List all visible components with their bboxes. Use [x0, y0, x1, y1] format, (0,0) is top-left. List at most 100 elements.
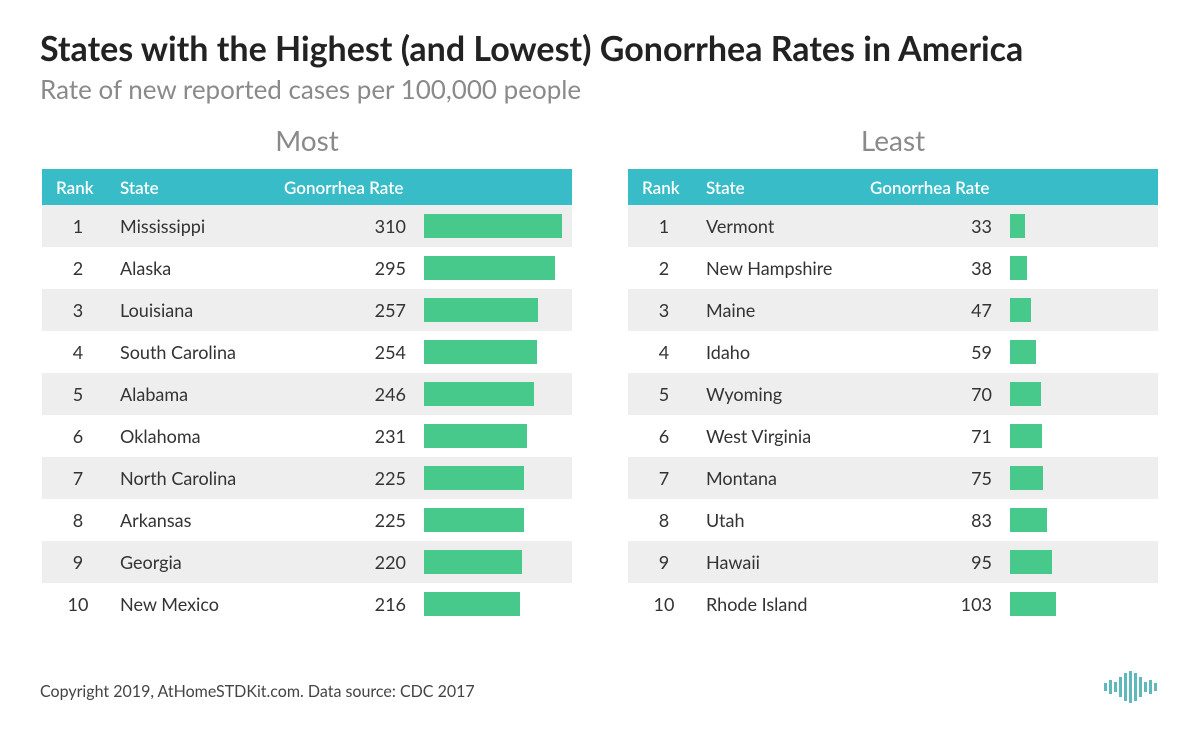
- col-rate: Gonorrhea Rate: [284, 177, 424, 198]
- table-body-most: 1Mississippi3102Alaska2953Louisiana2574S…: [42, 205, 572, 625]
- cell-bar: [424, 256, 572, 280]
- cell-rank: 2: [628, 257, 700, 279]
- cell-rank: 4: [628, 341, 700, 363]
- bar-fill: [1010, 508, 1047, 532]
- cell-state: Georgia: [114, 551, 284, 573]
- footer-copyright: Copyright 2019, AtHomeSTDKit.com. Data s…: [40, 682, 475, 701]
- table-row: 3Maine47: [628, 289, 1158, 331]
- col-state: State: [700, 177, 870, 198]
- panel-most: Most Rank State Gonorrhea Rate 1Mississi…: [42, 123, 572, 625]
- cell-state: Hawaii: [700, 551, 870, 573]
- table-row: 7Montana75: [628, 457, 1158, 499]
- cell-rate: 33: [870, 215, 1010, 237]
- cell-rate: 220: [284, 551, 424, 573]
- cell-bar: [424, 298, 572, 322]
- cell-rank: 6: [42, 425, 114, 447]
- cell-state: Maine: [700, 299, 870, 321]
- cell-rate: 231: [284, 425, 424, 447]
- cell-state: South Carolina: [114, 341, 284, 363]
- waveform-icon: [1104, 671, 1157, 703]
- col-rate: Gonorrhea Rate: [870, 177, 1010, 198]
- cell-rate: 225: [284, 467, 424, 489]
- cell-bar: [424, 466, 572, 490]
- cell-rate: 225: [284, 509, 424, 531]
- cell-state: Utah: [700, 509, 870, 531]
- brand-logo-icon: [1102, 671, 1160, 707]
- cell-rank: 9: [628, 551, 700, 573]
- table-header: Rank State Gonorrhea Rate: [42, 169, 572, 205]
- cell-rank: 6: [628, 425, 700, 447]
- bar-fill: [424, 256, 555, 280]
- table-row: 1Mississippi310: [42, 205, 572, 247]
- cell-bar: [424, 508, 572, 532]
- cell-rate: 75: [870, 467, 1010, 489]
- bar-fill: [424, 550, 522, 574]
- table-row: 3Louisiana257: [42, 289, 572, 331]
- page-subtitle: Rate of new reported cases per 100,000 p…: [40, 73, 1160, 105]
- page-title: States with the Highest (and Lowest) Gon…: [40, 28, 1160, 69]
- bar-fill: [1010, 424, 1042, 448]
- table-body-least: 1Vermont332New Hampshire383Maine474Idaho…: [628, 205, 1158, 625]
- cell-rank: 8: [42, 509, 114, 531]
- bar-fill: [1010, 466, 1043, 490]
- cell-state: Louisiana: [114, 299, 284, 321]
- cell-rank: 3: [42, 299, 114, 321]
- bar-fill: [424, 382, 534, 406]
- cell-state: New Mexico: [114, 593, 284, 615]
- cell-state: Vermont: [700, 215, 870, 237]
- cell-rank: 3: [628, 299, 700, 321]
- table-row: 2New Hampshire38: [628, 247, 1158, 289]
- cell-bar: [1010, 550, 1158, 574]
- cell-state: North Carolina: [114, 467, 284, 489]
- cell-bar: [1010, 382, 1158, 406]
- bar-fill: [424, 214, 562, 238]
- cell-state: Alabama: [114, 383, 284, 405]
- table-header: Rank State Gonorrhea Rate: [628, 169, 1158, 205]
- bar-fill: [424, 424, 527, 448]
- cell-rate: 310: [284, 215, 424, 237]
- cell-rate: 71: [870, 425, 1010, 447]
- table-row: 10Rhode Island103: [628, 583, 1158, 625]
- cell-rate: 95: [870, 551, 1010, 573]
- cell-state: Wyoming: [700, 383, 870, 405]
- table-row: 4South Carolina254: [42, 331, 572, 373]
- bar-fill: [424, 340, 537, 364]
- cell-bar: [1010, 256, 1158, 280]
- cell-rank: 8: [628, 509, 700, 531]
- cell-bar: [424, 424, 572, 448]
- cell-state: Montana: [700, 467, 870, 489]
- table-row: 5Wyoming70: [628, 373, 1158, 415]
- cell-bar: [424, 340, 572, 364]
- bar-fill: [1010, 298, 1031, 322]
- cell-rank: 10: [628, 593, 700, 615]
- cell-rate: 295: [284, 257, 424, 279]
- bar-fill: [424, 592, 520, 616]
- cell-bar: [424, 382, 572, 406]
- cell-rate: 59: [870, 341, 1010, 363]
- bar-fill: [424, 298, 538, 322]
- cell-rank: 10: [42, 593, 114, 615]
- cell-rank: 9: [42, 551, 114, 573]
- table-row: 5Alabama246: [42, 373, 572, 415]
- cell-state: Mississippi: [114, 215, 284, 237]
- bar-fill: [1010, 382, 1041, 406]
- cell-rank: 1: [42, 215, 114, 237]
- cell-rate: 38: [870, 257, 1010, 279]
- col-rank: Rank: [42, 177, 114, 198]
- table-row: 9Hawaii95: [628, 541, 1158, 583]
- cell-rank: 4: [42, 341, 114, 363]
- bar-fill: [1010, 214, 1025, 238]
- cell-rank: 7: [628, 467, 700, 489]
- table-row: 7North Carolina225: [42, 457, 572, 499]
- table-most: Rank State Gonorrhea Rate 1Mississippi31…: [42, 169, 572, 625]
- cell-rate: 254: [284, 341, 424, 363]
- cell-rate: 70: [870, 383, 1010, 405]
- cell-state: Idaho: [700, 341, 870, 363]
- cell-rate: 257: [284, 299, 424, 321]
- bar-fill: [1010, 256, 1027, 280]
- panel-least: Least Rank State Gonorrhea Rate 1Vermont…: [628, 123, 1158, 625]
- cell-bar: [424, 550, 572, 574]
- cell-rank: 5: [42, 383, 114, 405]
- cell-state: West Virginia: [700, 425, 870, 447]
- cell-bar: [1010, 592, 1158, 616]
